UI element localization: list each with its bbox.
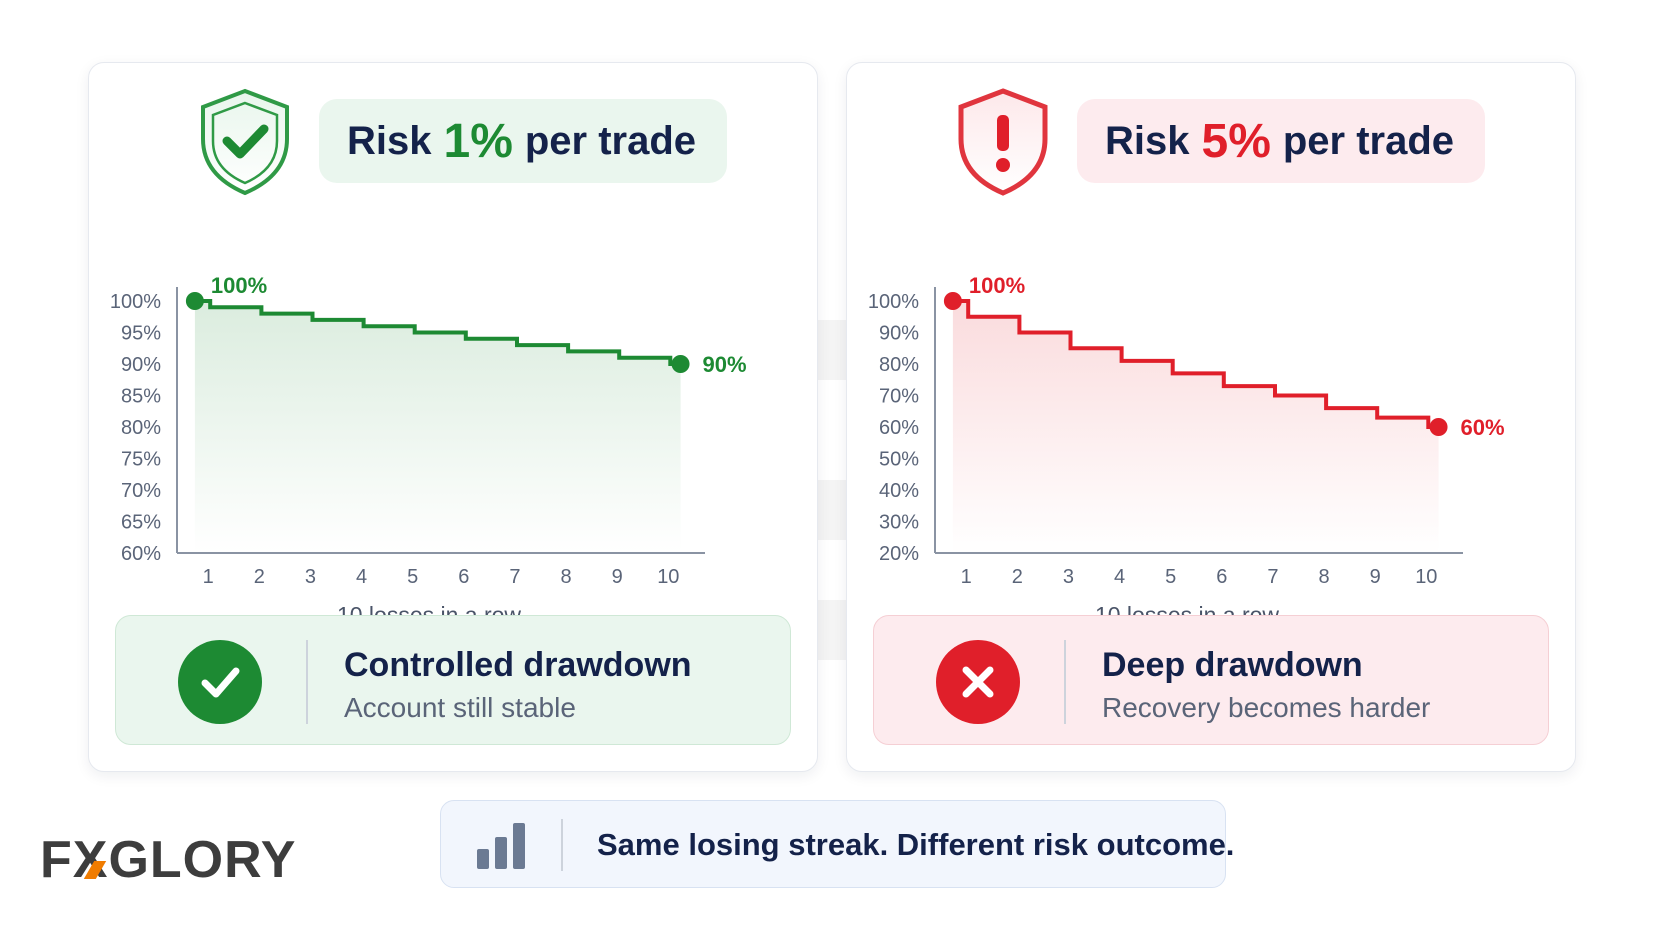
y-tick-label: 65% bbox=[121, 512, 161, 534]
x-tick-label: 4 bbox=[356, 566, 367, 588]
start-value-label: 100% bbox=[969, 273, 1025, 298]
y-tick-label: 70% bbox=[121, 480, 161, 502]
x-tick-label: 5 bbox=[1165, 566, 1176, 588]
y-tick-label: 90% bbox=[121, 354, 161, 376]
chart-area-fill bbox=[194, 301, 681, 553]
x-tick-label: 8 bbox=[561, 566, 572, 588]
shield-alert-icon bbox=[958, 88, 1048, 196]
status-subtitle: Account still stable bbox=[344, 692, 576, 723]
status-box: Deep drawdown Recovery becomes harder bbox=[873, 615, 1549, 745]
y-tick-label: 60% bbox=[121, 543, 161, 565]
summary-banner: Same losing streak. Different risk outco… bbox=[440, 800, 1234, 888]
check-circle-icon bbox=[178, 640, 262, 724]
x-tick-label: 2 bbox=[1012, 566, 1023, 588]
x-tick-label: 5 bbox=[407, 566, 418, 588]
x-tick-label: 8 bbox=[1319, 566, 1330, 588]
x-circle-icon bbox=[936, 640, 1020, 724]
y-tick-label: 70% bbox=[879, 386, 919, 408]
summary-text: Same losing streak. Different risk outco… bbox=[597, 827, 1235, 862]
status-title: Controlled drawdown bbox=[344, 646, 692, 684]
equity-chart-high-risk: 20% 30% 40% 50% 60% 70% 80% 90% 100% 1 2 3 4 5 6 7 8 9 10 1… bbox=[868, 273, 1505, 628]
start-point bbox=[943, 292, 962, 310]
risk-title-prefix: Risk bbox=[347, 118, 432, 163]
risk-title-prefix: Risk bbox=[1105, 118, 1190, 163]
end-point bbox=[671, 355, 690, 373]
y-tick-label: 80% bbox=[121, 417, 161, 439]
x-tick-label: 6 bbox=[1216, 566, 1227, 588]
status-box: Controlled drawdown Account still stable bbox=[115, 615, 791, 745]
y-tick-label: 30% bbox=[879, 512, 919, 534]
x-tick-label: 10 bbox=[1415, 566, 1437, 588]
x-tick-label: 1 bbox=[961, 566, 972, 588]
start-value-label: 100% bbox=[211, 273, 267, 298]
risk-percentage: 1% bbox=[443, 114, 513, 168]
y-tick-label: 80% bbox=[879, 354, 919, 376]
x-tick-label: 6 bbox=[458, 566, 469, 588]
x-tick-label: 1 bbox=[203, 566, 214, 588]
x-tick-label: 9 bbox=[612, 566, 623, 588]
y-tick-label: 95% bbox=[121, 323, 161, 345]
start-point bbox=[185, 292, 204, 310]
y-tick-label: 20% bbox=[879, 543, 919, 565]
x-tick-label: 2 bbox=[254, 566, 265, 588]
y-tick-label: 100% bbox=[110, 291, 161, 313]
x-tick-label: 7 bbox=[509, 566, 520, 588]
equity-step-line bbox=[952, 299, 1439, 429]
x-tick-label: 3 bbox=[1063, 566, 1074, 588]
risk-title: Risk 1% per trade bbox=[319, 99, 727, 183]
low-risk-card: Risk 1% per trade 60% 65% 70% 75% 80% 85% 90% 9… bbox=[88, 62, 818, 772]
y-tick-label: 50% bbox=[879, 449, 919, 471]
status-subtitle: Recovery becomes harder bbox=[1102, 692, 1431, 723]
x-tick-label: 9 bbox=[1370, 566, 1381, 588]
status-title: Deep drawdown bbox=[1102, 646, 1363, 684]
risk-percentage: 5% bbox=[1201, 114, 1271, 168]
y-tick-label: 60% bbox=[879, 417, 919, 439]
equity-step-line bbox=[194, 299, 681, 366]
y-tick-label: 90% bbox=[879, 323, 919, 345]
y-tick-label: 100% bbox=[868, 291, 919, 313]
divider bbox=[1064, 640, 1066, 724]
bar-chart-icon bbox=[477, 823, 525, 869]
divider bbox=[306, 640, 308, 724]
y-tick-label: 85% bbox=[121, 386, 161, 408]
x-tick-label: 4 bbox=[1114, 566, 1125, 588]
equity-chart-low-risk: 60% 65% 70% 75% 80% 85% 90% 95% 100% 1 2 3 4 5 6 7 8 9 10 1… bbox=[110, 273, 747, 628]
end-value-label: 60% bbox=[1461, 415, 1505, 440]
divider bbox=[561, 819, 563, 871]
x-tick-label: 10 bbox=[657, 566, 679, 588]
risk-title-suffix: per trade bbox=[524, 118, 697, 163]
y-tick-label: 40% bbox=[879, 480, 919, 502]
x-tick-label: 3 bbox=[305, 566, 316, 588]
brand-logo: FX GLORY bbox=[40, 831, 297, 889]
y-tick-label: 75% bbox=[121, 449, 161, 471]
risk-title: Risk 5% per trade bbox=[1077, 99, 1485, 183]
shield-check-icon bbox=[201, 88, 289, 196]
high-risk-card: Risk 5% per trade 20% 30% 40% 50% 60% 70% 80% 9… bbox=[846, 62, 1576, 772]
end-value-label: 90% bbox=[703, 352, 747, 377]
risk-title-suffix: per trade bbox=[1282, 118, 1455, 163]
chart-area-fill bbox=[952, 301, 1439, 553]
x-tick-label: 7 bbox=[1267, 566, 1278, 588]
end-point bbox=[1429, 418, 1448, 436]
